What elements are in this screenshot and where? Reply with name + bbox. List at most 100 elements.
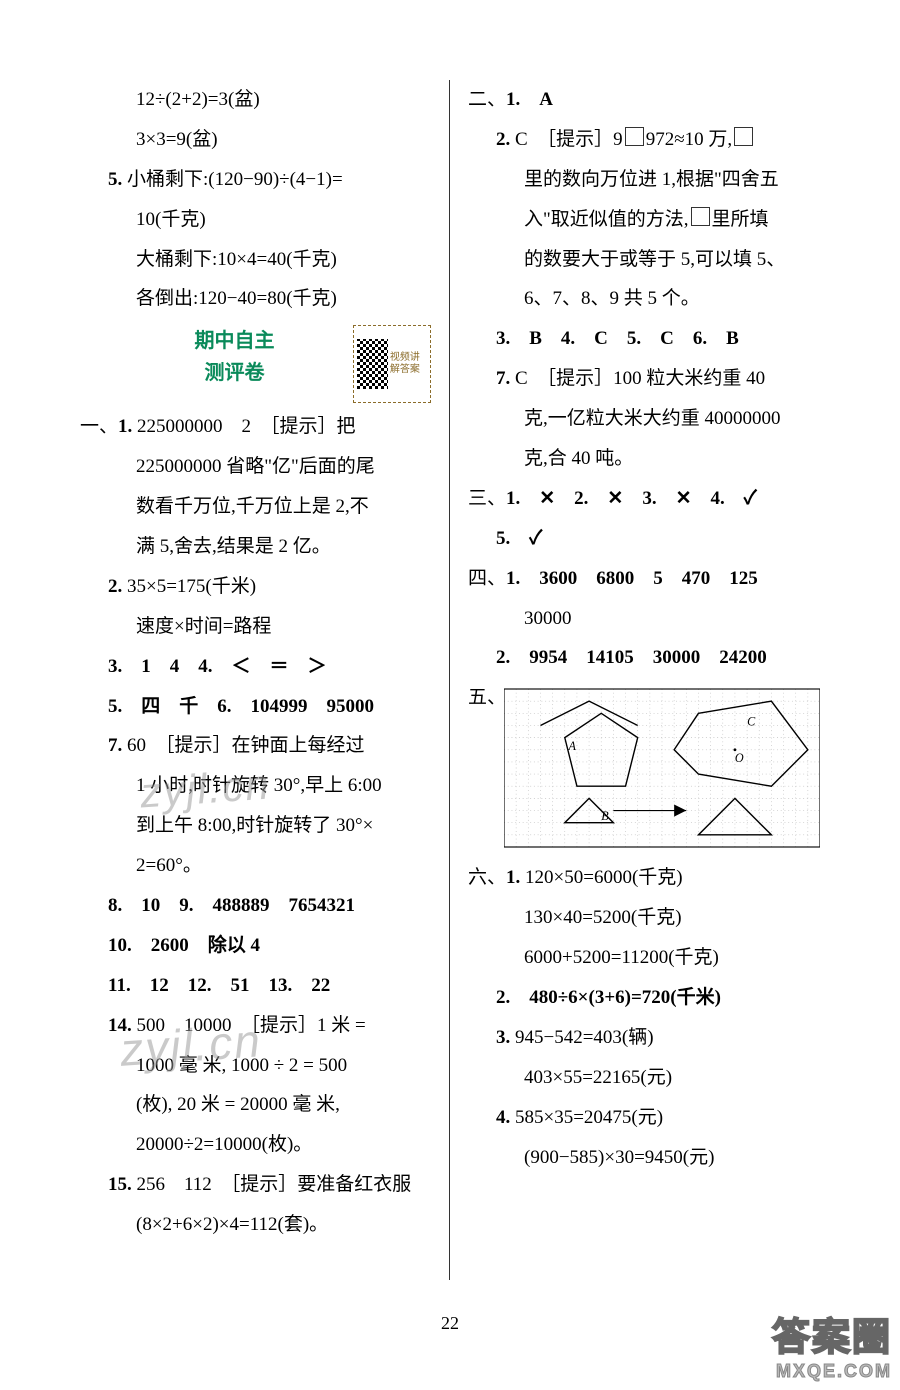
section-label: 二、 bbox=[468, 89, 506, 110]
sec1-q8-9: 8. 10 9. 488889 7654321 bbox=[80, 886, 431, 926]
item-num: 7. bbox=[108, 735, 122, 756]
q5-line: 10(千克) bbox=[80, 200, 431, 240]
title-line: 期中自主 bbox=[128, 325, 341, 357]
q1-line: 6000+5200=11200(千克) bbox=[468, 938, 820, 978]
item-num: 15. bbox=[108, 1174, 132, 1195]
text: 500 10000 ［提示］1 米 = bbox=[137, 1015, 366, 1036]
text: 1. ✕ 2. ✕ 3. ✕ 4. ✓ bbox=[506, 488, 757, 509]
text: 585×35=20475(元) bbox=[515, 1107, 663, 1128]
sec1-q11-13: 11. 12 12. 51 13. 22 bbox=[80, 966, 431, 1006]
sec6-q4: 4. 585×35=20475(元) bbox=[468, 1098, 820, 1138]
section-label: 三、 bbox=[468, 488, 506, 509]
text: 小桶剩下:(120−90)÷(4−1)= bbox=[127, 169, 343, 190]
sec5: 五、 A B C O bbox=[468, 678, 820, 858]
q4-line: (900−585)×30=9450(元) bbox=[468, 1138, 820, 1178]
text: 972≈10 万, bbox=[646, 129, 732, 150]
item-num: 5. bbox=[108, 169, 122, 190]
text: 256 112 ［提示］要准备红衣服 bbox=[137, 1174, 412, 1195]
footer-logo: 答案圈 MXQE.COM bbox=[772, 1306, 892, 1382]
sec1-q14: 14. 500 10000 ［提示］1 米 = bbox=[80, 1006, 431, 1046]
q3-line: 403×55=22165(元) bbox=[468, 1058, 820, 1098]
section-label: 四、 bbox=[468, 568, 506, 589]
footer-line2: MXQE.COM bbox=[772, 1361, 892, 1382]
q7-line: 克,合 40 吨。 bbox=[468, 439, 820, 479]
sec2-q1: 二、1. A bbox=[468, 80, 820, 120]
svg-text:O: O bbox=[735, 751, 744, 765]
q5: 5. 小桶剩下:(120−90)÷(4−1)= bbox=[80, 160, 431, 200]
q2-line: 6、7、8、9 共 5 个。 bbox=[468, 279, 820, 319]
svg-text:B: B bbox=[601, 809, 609, 823]
qr-label: 视频讲解答案 bbox=[390, 352, 427, 376]
sec2-q2: 2. C ［提示］9 972≈10 万, bbox=[468, 120, 820, 160]
blank-box-icon bbox=[734, 127, 753, 146]
text: 5. 四 千 6. 104999 95000 bbox=[108, 696, 374, 717]
q1-line: 满 5,舍去,结果是 2 亿。 bbox=[80, 527, 431, 567]
text: 60 ［提示］在钟面上每经过 bbox=[127, 735, 365, 756]
section-label: 五、 bbox=[468, 678, 504, 718]
q15-line: (8×2+6×2)×4=112(套)。 bbox=[80, 1205, 431, 1245]
text: 入"取近似值的方法, bbox=[524, 209, 689, 230]
page-number: 22 bbox=[0, 1313, 900, 1334]
sec1-q5-6: 5. 四 千 6. 104999 95000 bbox=[80, 687, 431, 727]
left-column: 12÷(2+2)=3(盆) 3×3=9(盆) 5. 小桶剩下:(120−90)÷… bbox=[70, 80, 450, 1280]
text: 1. A bbox=[506, 89, 553, 110]
text: 120×50=6000(千克) bbox=[525, 867, 683, 888]
q5-line: 大桶剩下:10×4=40(千克) bbox=[80, 240, 431, 280]
text: C ［提示］100 粒大米约重 40 bbox=[515, 368, 765, 389]
sec4-q2: 2. 9954 14105 30000 24200 bbox=[468, 638, 820, 678]
q1-line: 130×40=5200(千克) bbox=[468, 898, 820, 938]
midterm-header: 期中自主 测评卷 视频讲解答案 bbox=[80, 325, 431, 403]
section-label: 一、 bbox=[80, 416, 118, 437]
pre-line: 12÷(2+2)=3(盆) bbox=[80, 80, 431, 120]
q14-line: 1000 毫 米, 1000 ÷ 2 = 500 bbox=[80, 1046, 431, 1086]
item-num: 4. bbox=[496, 1107, 510, 1128]
title-line: 测评卷 bbox=[128, 357, 341, 389]
sec1-q15: 15. 256 112 ［提示］要准备红衣服 bbox=[80, 1165, 431, 1205]
text: 3. B 4. C 5. C 6. B bbox=[496, 328, 739, 349]
q7-line: 2=60°。 bbox=[80, 846, 431, 886]
q2-line: 里的数向万位进 1,根据"四舍五 bbox=[468, 160, 820, 200]
item-num: 7. bbox=[496, 368, 510, 389]
item-num: 14. bbox=[108, 1015, 132, 1036]
text: 225000000 2 ［提示］把 bbox=[137, 416, 356, 437]
text: 1. 3600 6800 5 470 125 bbox=[506, 568, 758, 589]
item-num: 3. bbox=[496, 1027, 510, 1048]
text: 945−542=403(辆) bbox=[515, 1027, 654, 1048]
text: 10. 2600 除以 4 bbox=[108, 935, 260, 956]
pre-line: 3×3=9(盆) bbox=[80, 120, 431, 160]
section-label: 六、 bbox=[468, 867, 506, 888]
text: 3. 1 4 4. ＜ ＝ ＞ bbox=[108, 656, 327, 677]
qr-code[interactable]: 视频讲解答案 bbox=[353, 325, 431, 403]
qr-icon bbox=[357, 339, 388, 389]
right-column: 二、1. A 2. C ［提示］9972≈10 万, 里的数向万位进 1,根据"… bbox=[450, 80, 830, 1280]
item-num: 2. bbox=[496, 129, 510, 150]
sec1-q10: 10. 2600 除以 4 bbox=[80, 926, 431, 966]
sec6-q3: 3. 945−542=403(辆) bbox=[468, 1018, 820, 1058]
page-columns: 12÷(2+2)=3(盆) 3×3=9(盆) 5. 小桶剩下:(120−90)÷… bbox=[70, 80, 830, 1280]
text: 5. ✓ bbox=[496, 528, 542, 549]
footer-line1: 答案圈 bbox=[772, 1306, 892, 1361]
q2-line: 速度×时间=路程 bbox=[80, 607, 431, 647]
sec6-q2: 2. 480÷6×(3+6)=720(千米) bbox=[468, 978, 820, 1018]
text: 8. 10 9. 488889 7654321 bbox=[108, 895, 355, 916]
q5-line: 各倒出:120−40=80(千克) bbox=[80, 279, 431, 319]
blank-box-icon bbox=[625, 127, 644, 146]
q2-line: 的数要大于或等于 5,可以填 5、 bbox=[468, 240, 820, 280]
q2-line: 入"取近似值的方法,里所填 bbox=[468, 200, 820, 240]
item-num: 1. bbox=[506, 867, 520, 888]
sec2-q3-6: 3. B 4. C 5. C 6. B bbox=[468, 319, 820, 359]
text: C ［提示］9 bbox=[515, 129, 623, 150]
sec6-q1: 六、1. 120×50=6000(千克) bbox=[468, 858, 820, 898]
q1-line: 数看千万位,千万位上是 2,不 bbox=[80, 487, 431, 527]
q7-line: 到上午 8:00,时针旋转了 30°× bbox=[80, 806, 431, 846]
svg-text:C: C bbox=[747, 715, 756, 729]
svg-text:A: A bbox=[568, 739, 577, 753]
q7-line: 克,一亿粒大米大约重 40000000 bbox=[468, 399, 820, 439]
sec4-q1: 四、1. 3600 6800 5 470 125 bbox=[468, 559, 820, 599]
q14-line: (枚), 20 米 = 20000 毫 米, bbox=[80, 1085, 431, 1125]
grid-figure: A B C O bbox=[504, 678, 820, 858]
sec3: 三、1. ✕ 2. ✕ 3. ✕ 4. ✓ bbox=[468, 479, 820, 519]
item-num: 2. bbox=[108, 576, 122, 597]
sec4-q1b: 30000 bbox=[468, 599, 820, 639]
blank-box-icon bbox=[691, 207, 710, 226]
